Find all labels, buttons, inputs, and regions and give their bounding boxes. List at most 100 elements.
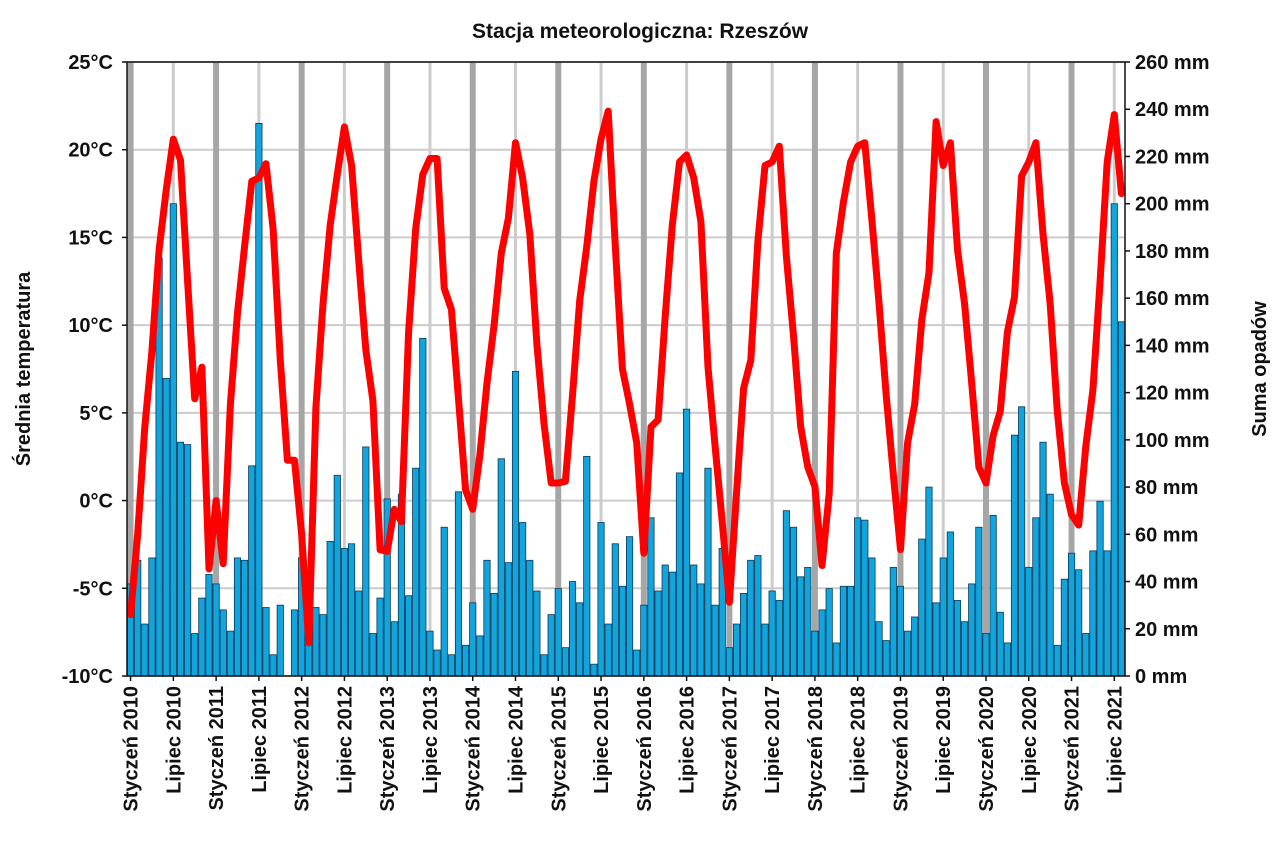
precipitation-bar [654,590,662,677]
precipitation-bar [953,600,962,677]
precipitation-bar [961,621,969,677]
x-tick-label: Styczeń 2019 [891,686,913,812]
precipitation-bar [376,597,384,677]
y-right-tick-label: 160 mm [1135,288,1210,310]
precipitation-bar [690,564,698,677]
y-axis-left-ticks: -10°C -5°C 0°C 5°C 10°C 15°C 20°C 25°C [62,52,127,688]
precipitation-bar [326,540,334,677]
precipitation-bar [219,609,227,677]
y-left-tick-label: 25°C [68,52,113,74]
precipitation-bar [554,588,562,677]
precipitation-bar [711,604,719,677]
y-left-tick-label: 15°C [68,227,113,249]
precipitation-bar [340,548,348,677]
precipitation-bar [355,590,363,677]
precipitation-bar [141,623,149,677]
temperature-series-line [127,107,1125,647]
x-tick-label: Lipiec 2016 [677,686,699,794]
precipitation-bar [447,654,455,677]
precipitation-bar [369,633,377,677]
precipitation-bar [390,621,398,677]
y-left-tick-label: -5°C [73,578,113,600]
precipitation-bar [255,123,263,677]
precipitation-bar [761,623,769,677]
y-right-tick-label: 0 mm [1135,666,1187,688]
precipitation-bar [212,583,220,677]
precipitation-bar [511,370,520,677]
x-tick-label: Lipiec 2014 [506,685,528,794]
precipitation-bar [832,642,840,677]
y-right-tick-label: 120 mm [1135,383,1210,405]
precipitation-bar [818,609,826,677]
precipitation-bar [412,467,420,677]
y-right-tick-label: 220 mm [1135,146,1210,168]
precipitation-bar [583,455,591,677]
y-right-tick-label: 240 mm [1135,99,1210,121]
precipitation-bar [233,557,242,677]
temperature-line [127,107,1125,647]
precipitation-bar [939,557,947,677]
precipitation-bar [1018,406,1026,677]
precipitation-bar [176,441,185,677]
precipitation-bar [896,585,905,677]
precipitation-bar [426,630,434,677]
precipitation-bar [661,564,669,677]
precipitation-bar [1089,550,1097,677]
precipitation-bar [846,585,855,677]
x-tick-label: Lipiec 2018 [848,686,870,794]
precipitation-bar [633,649,641,677]
precipitation-bar [854,517,862,677]
precipitation-bar [319,614,327,677]
precipitation-bar [290,609,299,677]
y-right-tick-label: 200 mm [1135,194,1210,216]
x-tick-label: Styczeń 2013 [377,686,399,812]
x-tick-label: Lipiec 2017 [762,686,784,794]
y-right-tick-label: 100 mm [1135,430,1210,452]
x-tick-label: Styczeń 2020 [976,686,998,812]
y-axis-right-ticks: 0 mm 20 mm 40 mm 60 mm 80 mm 100 mm 120 mm 140 … [1125,52,1210,688]
precipitation-bar [1039,441,1047,677]
plot-frame [126,61,1126,677]
precipitation-bar [932,602,940,677]
y-right-tick-label: 140 mm [1135,335,1210,357]
precipitation-bar [1046,493,1054,677]
precipitation-bar [1060,578,1068,677]
precipitation-bar [825,588,833,677]
precipitation-bar [312,607,320,677]
precipitation-bar [675,472,684,677]
x-tick-label: Styczeń 2014 [463,685,485,812]
precipitation-bar [647,517,655,677]
precipitation-bar [561,647,569,677]
precipitation-bar [797,576,805,677]
precipitation-bar [148,557,156,677]
precipitation-bar [782,510,790,677]
precipitation-bar [490,592,498,677]
precipitation-bar [754,555,762,677]
precipitation-bar [568,581,577,677]
precipitation-bar [732,623,741,677]
precipitation-bar [946,531,954,677]
precipitation-bar [1103,550,1111,677]
precipitation-bar [725,647,733,677]
precipitation-bar [697,583,705,677]
precipitation-bar [269,654,277,677]
precipitation-bar [533,590,541,677]
precipitation-bar [1003,642,1011,677]
x-tick-label: Lipiec 2015 [591,686,613,794]
y-right-tick-label: 20 mm [1135,619,1198,641]
precipitation-bar [775,600,783,677]
precipitation-bar [611,543,619,677]
x-tick-label: Styczeń 2012 [292,686,314,812]
precipitation-bar [540,654,548,677]
precipitation-bar [419,337,427,677]
precipitation-bar [276,604,284,677]
x-tick-label: Lipiec 2013 [420,686,442,794]
precipitation-bar [333,474,341,677]
precipitation-bar [1096,500,1104,677]
precipitation-bar [454,491,463,677]
precipitation-bar [405,595,413,677]
y-axis-right-label: Suma opadów [1249,301,1271,437]
precipitation-bar [626,536,634,677]
precipitation-bar [768,590,776,677]
